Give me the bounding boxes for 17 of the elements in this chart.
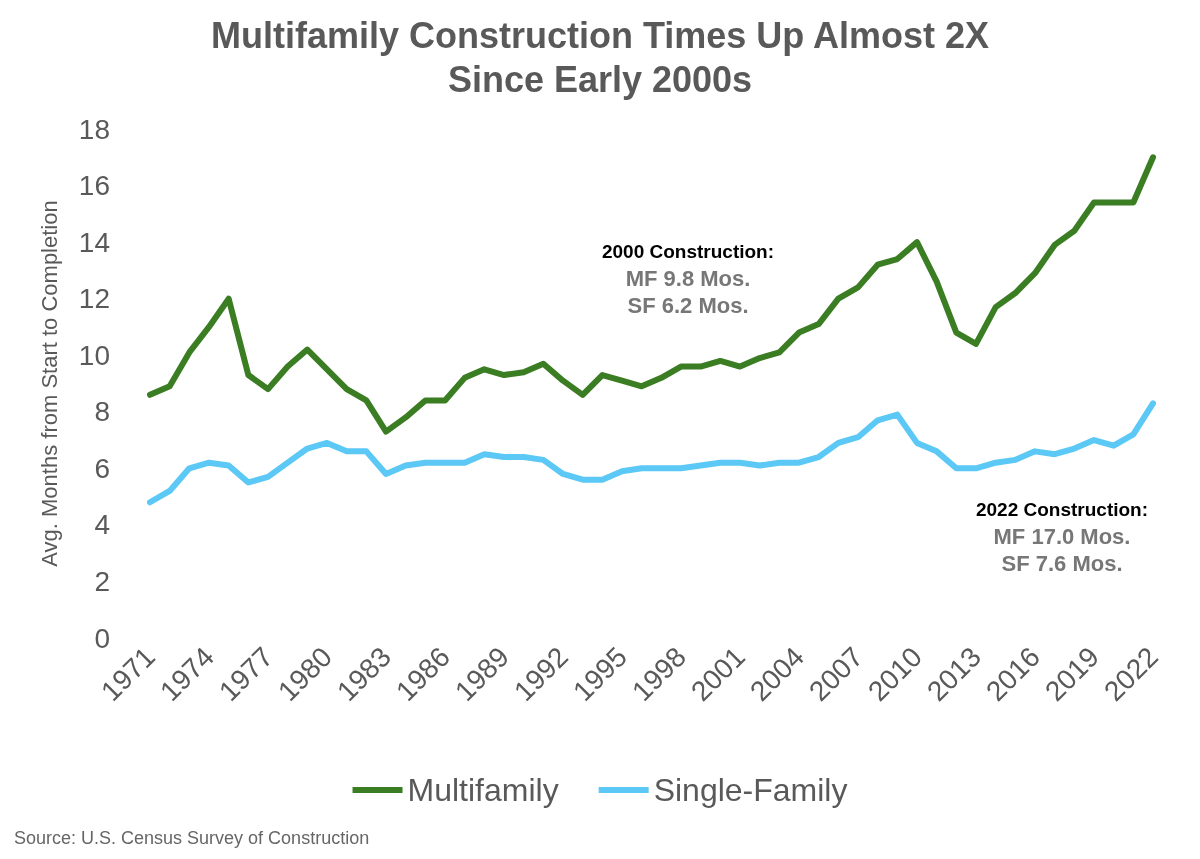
y-axis-title: Avg. Months from Start to Completion	[36, 200, 62, 567]
y-tick-label: 18	[78, 113, 110, 145]
y-tick-label: 12	[78, 283, 110, 315]
y-tick-label: 2	[94, 565, 110, 597]
annotation: 2022 Construction: MF 17.0 Mos. SF 7.6 Mos.	[975, 499, 1149, 576]
legend-label: Multifamily	[407, 772, 559, 808]
chart-title: Multifamily Construction Times Up Almost 2X Since Early 2000s	[210, 14, 990, 100]
y-tick-label: 14	[78, 226, 110, 258]
y-tick-label: 4	[94, 509, 110, 541]
y-tick-label: 6	[94, 452, 110, 484]
legend-label: Single-Family	[653, 772, 848, 808]
annotation: 2000 Construction: MF 9.8 Mos. SF 6.2 Mos.	[601, 241, 775, 318]
y-tick-label: 10	[78, 339, 110, 371]
source-note: Source: U.S. Census Survey of Construction	[14, 828, 370, 848]
y-tick-label: 16	[78, 170, 110, 202]
y-tick-label: 8	[94, 396, 110, 428]
y-tick-label: 0	[94, 622, 110, 654]
